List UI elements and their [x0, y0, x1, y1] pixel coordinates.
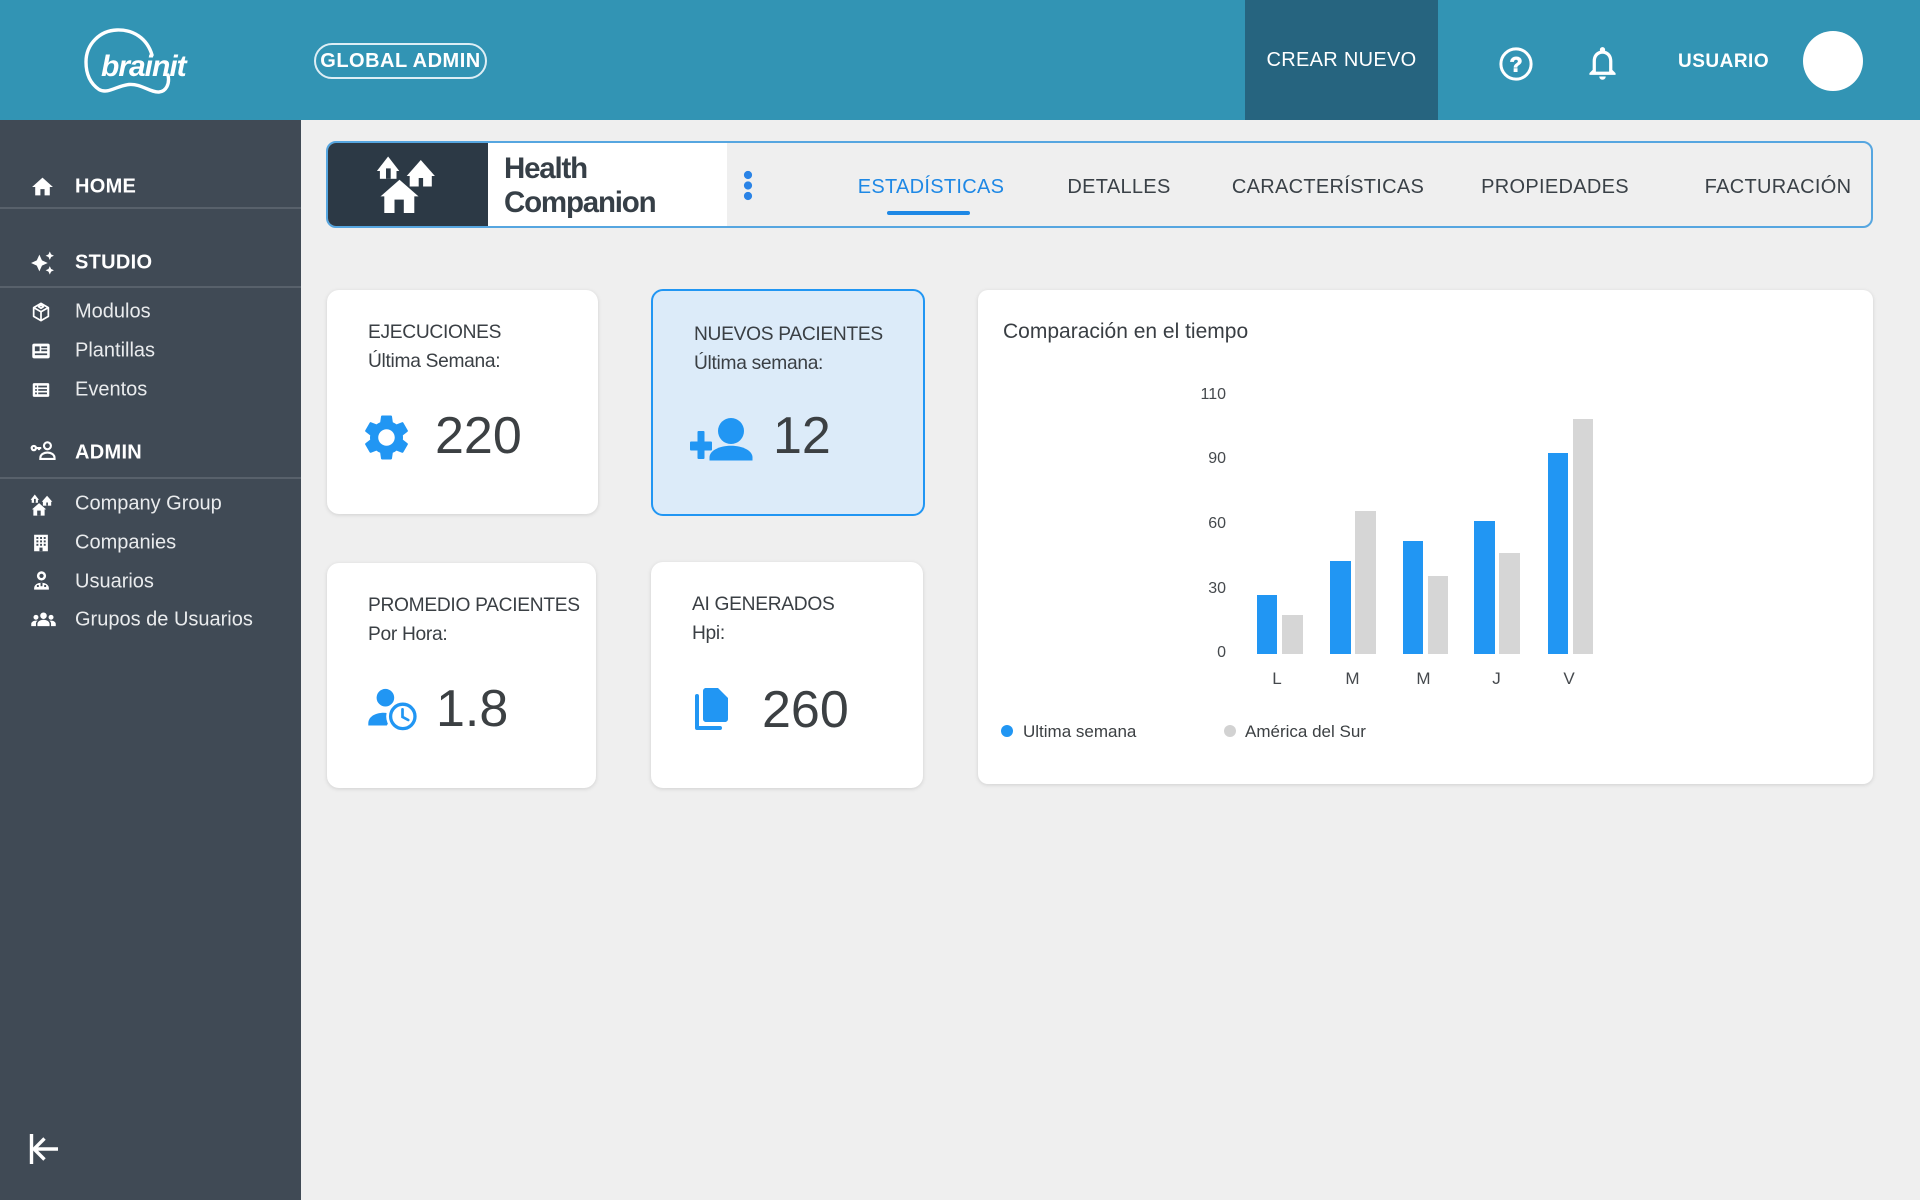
svg-text:brainit: brainit: [101, 50, 189, 83]
svg-text:?: ?: [1510, 54, 1523, 77]
